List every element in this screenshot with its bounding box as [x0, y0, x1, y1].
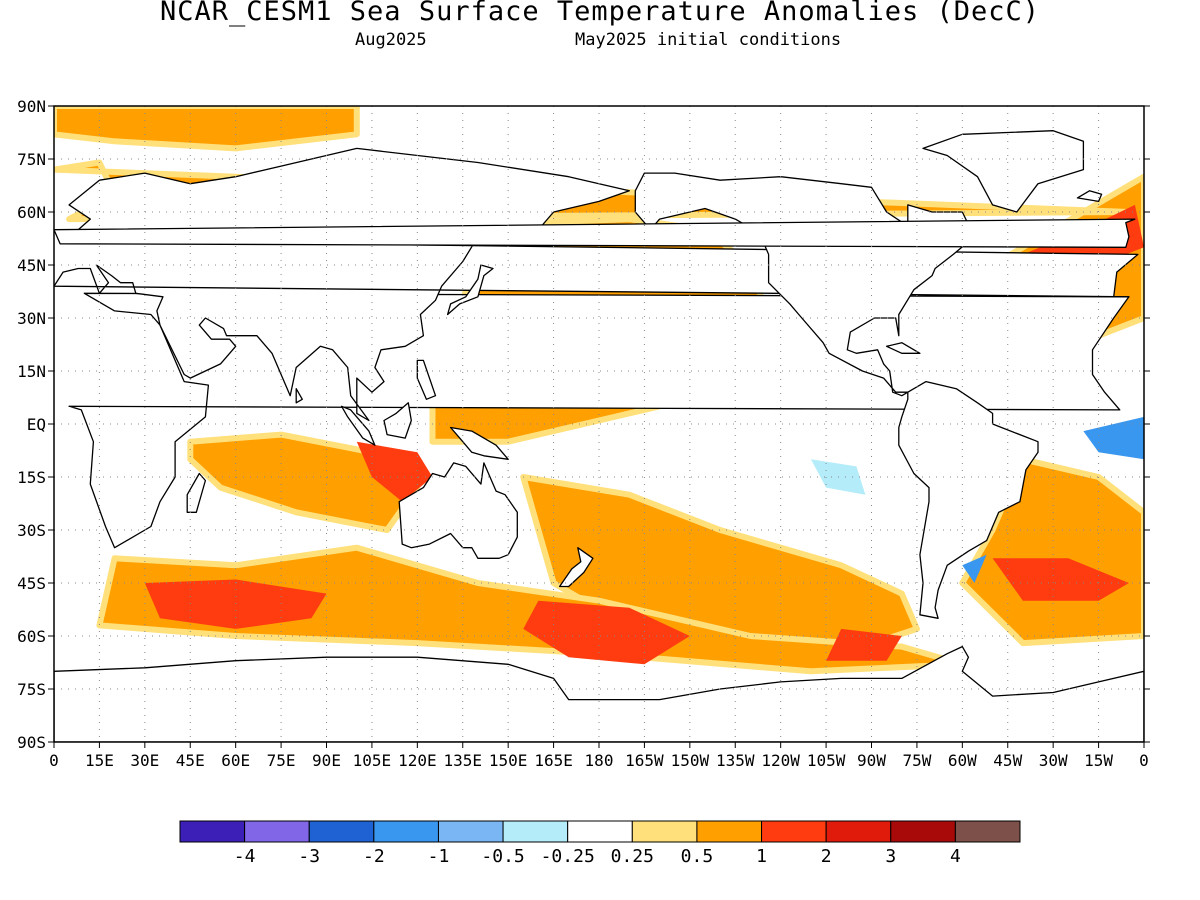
blue-argentine: [962, 554, 987, 583]
lon-label: 15W: [1084, 751, 1113, 770]
colorbar-swatch: [373, 820, 439, 843]
colorbar-swatch: [761, 820, 827, 843]
lat-label: 30S: [17, 521, 46, 540]
madagascar-land: [186, 472, 207, 513]
lon-label: 0: [1139, 751, 1149, 770]
lat-label: 15N: [17, 362, 46, 381]
colorbar-label: 1: [756, 846, 767, 867]
lat-label: 45S: [17, 574, 46, 593]
colorbar-labels: -4 -3 -2 -1 -0.5 -0.25 0.25 0.5 1 2 3 4: [234, 846, 961, 867]
antarctica-land: [54, 645, 1144, 742]
orange-indian-ocean: [187, 431, 421, 533]
graticule: [54, 106, 1144, 742]
colorbar-swatch: [890, 820, 956, 843]
iceland-land: [1076, 190, 1103, 203]
sumatra-land: [340, 405, 376, 446]
colorbar-label: -3: [298, 846, 320, 867]
blue-east-atlantic-eq: [1083, 416, 1144, 460]
colorbar-label: 3: [885, 846, 896, 867]
colorbar: [179, 820, 1021, 843]
south-america-land: [898, 380, 1039, 619]
colorbar-swatch: [631, 820, 698, 843]
new-zealand-land: [558, 547, 594, 588]
madagascar-like-sri-lanka-land: [295, 388, 303, 404]
lon-label: 180: [585, 751, 614, 770]
colorbar-label: 4: [950, 846, 961, 867]
lat-label: 60S: [17, 627, 46, 646]
lon-label: 90E: [312, 751, 341, 770]
lon-label: 45W: [993, 751, 1022, 770]
lon-label: 150W: [671, 751, 710, 770]
lon-label: 75E: [267, 751, 296, 770]
lon-label: 15E: [85, 751, 114, 770]
lat-label: 60N: [17, 203, 46, 222]
lat-label: 30N: [17, 309, 46, 328]
lat-label: 90N: [17, 97, 46, 116]
lat-label: 75S: [17, 680, 46, 699]
red-southern-ocean-east: [826, 628, 902, 661]
lon-label: 165W: [625, 751, 664, 770]
uk-land: [54, 218, 1136, 248]
colorbar-label: -2: [363, 846, 385, 867]
colorbar-swatch: [437, 820, 504, 843]
red-southern-ocean-indian: [144, 579, 327, 629]
lat-label: EQ: [27, 415, 46, 434]
colorbar-swatch: [179, 820, 246, 843]
latitude-labels: 90N 75N 60N 45N 30N 15N EQ 15S 30S 45S 60S 75S 90S: [17, 97, 1150, 752]
colorbar-swatch: [567, 820, 633, 843]
lon-label: 75W: [902, 751, 931, 770]
red-east-indian: [356, 441, 433, 502]
red-south-atlantic: [992, 558, 1129, 601]
greenland-land: [922, 130, 1085, 213]
colorbar-label: 0.5: [681, 846, 714, 867]
chart-subtitle-initial-conditions: May2025 initial conditions: [575, 30, 842, 50]
lat-label: 15S: [17, 468, 46, 487]
lon-label: 90W: [857, 751, 886, 770]
cuba-land: [885, 342, 921, 354]
lon-label: 135W: [716, 751, 755, 770]
colorbar-swatch: [696, 820, 763, 843]
lon-label: 150E: [489, 751, 528, 770]
colorbar-label: 2: [821, 846, 832, 867]
lon-label: 60E: [221, 751, 250, 770]
lon-label: 60W: [948, 751, 977, 770]
lat-label: 75N: [17, 150, 46, 169]
colorbar-label: -1: [428, 846, 450, 867]
colorbar-label: -4: [234, 846, 256, 867]
colorbar-label: -0.5: [481, 846, 524, 867]
lon-label: 135E: [443, 751, 482, 770]
lat-label: 90S: [17, 733, 46, 752]
land-layer: [54, 130, 1144, 742]
lon-label: 30E: [130, 751, 159, 770]
new-guinea-land: [449, 426, 509, 460]
colorbar-swatch: [954, 820, 1021, 843]
orange-south-indian: [96, 544, 966, 675]
colorbar-label: -0.25: [541, 846, 595, 867]
lat-label: 45N: [17, 256, 46, 275]
red-southern-ocean-pacific: [523, 600, 690, 665]
lon-label: 45E: [176, 751, 205, 770]
lon-label: 30W: [1039, 751, 1068, 770]
lon-label: 120E: [398, 751, 437, 770]
japan-land: [446, 264, 494, 316]
colorbar-label: 0.25: [611, 846, 654, 867]
lon-label: 120W: [761, 751, 800, 770]
colorbar-swatch: [244, 820, 310, 843]
lon-label: 105W: [807, 751, 846, 770]
lon-label: 105E: [353, 751, 392, 770]
chart-title: NCAR_CESM1 Sea Surface Temperature Anoma…: [159, 0, 1041, 27]
colorbar-swatch: [825, 820, 892, 843]
borneo-land: [383, 402, 412, 439]
australia-land: [398, 462, 518, 559]
lon-label: 0: [49, 751, 59, 770]
eurasia-land: [54, 147, 1139, 422]
lon-label: 165E: [534, 751, 573, 770]
colorbar-swatch: [308, 820, 375, 843]
longitude-labels: 0 15E 30E 45E 60E 75E 90E 105E 120E 135E 150E 165E 1…: [49, 742, 1149, 770]
philippines-land: [416, 359, 437, 400]
colorbar-swatch: [502, 820, 569, 843]
chart-subtitle-valid-month: Aug2025: [355, 30, 427, 50]
